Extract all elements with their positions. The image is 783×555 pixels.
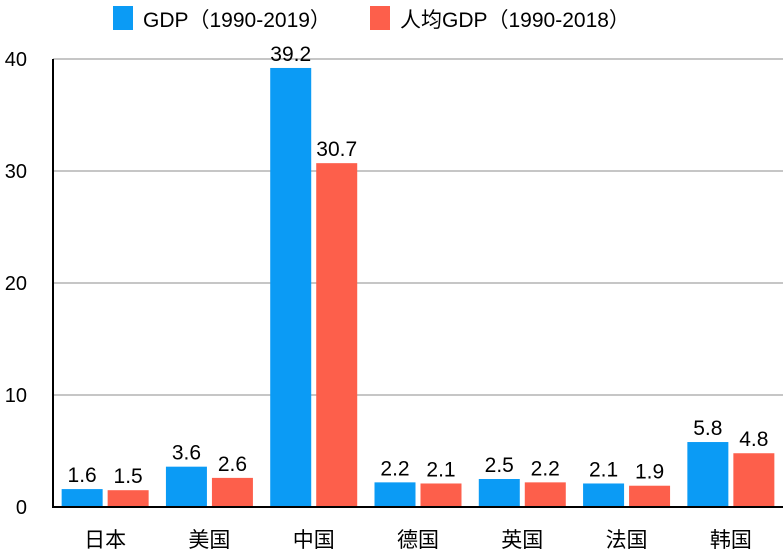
y-axis-ticks: 0 10 20 30 40 — [5, 49, 27, 519]
data-label: 2.2 — [380, 457, 409, 480]
data-label: 1.5 — [114, 465, 143, 488]
bar-gdp-per-capita — [420, 483, 462, 507]
legend-label: GDP（1990-2019） — [143, 9, 331, 32]
y-tick-label: 20 — [5, 273, 27, 295]
bar-gdp — [165, 466, 207, 507]
x-tick-label: 英国 — [501, 529, 543, 552]
x-axis-ticks: 日本 美国 中国 德国 英国 法国 韩国 — [84, 529, 752, 552]
bar-gdp-per-capita — [107, 490, 149, 507]
bar-gdp — [687, 442, 729, 507]
data-label: 3.6 — [172, 442, 201, 465]
bar-gdp-per-capita — [629, 485, 671, 507]
bar-gdp — [374, 482, 416, 507]
y-tick-label: 0 — [16, 497, 27, 519]
data-label: 2.2 — [531, 457, 560, 480]
data-label: 5.8 — [693, 417, 722, 440]
bars — [61, 67, 775, 508]
x-tick-label: 德国 — [397, 529, 439, 552]
legend-swatch — [370, 6, 390, 30]
bar-gdp-per-capita — [524, 482, 566, 507]
bar-gdp-per-capita — [211, 477, 253, 507]
legend-label: 人均GDP（1990-2018） — [400, 9, 630, 32]
bar-gdp — [583, 483, 625, 507]
data-label: 2.5 — [485, 454, 514, 477]
legend: GDP（1990-2019） 人均GDP（1990-2018） — [113, 6, 630, 32]
axes — [52, 59, 783, 508]
legend-swatch — [113, 6, 133, 30]
bar-gdp — [270, 67, 312, 508]
data-label: 4.8 — [739, 428, 768, 451]
data-label: 39.2 — [270, 43, 311, 66]
x-tick-label: 法国 — [606, 529, 648, 552]
bar-gdp — [61, 489, 103, 507]
x-tick-label: 中国 — [293, 529, 335, 552]
data-label: 2.6 — [218, 453, 247, 476]
data-label: 2.1 — [426, 458, 455, 481]
y-tick-label: 30 — [5, 161, 27, 183]
data-label: 2.1 — [589, 458, 618, 481]
x-tick-label: 日本 — [84, 529, 126, 552]
bar-gdp-per-capita — [733, 453, 775, 507]
y-tick-label: 40 — [5, 49, 27, 71]
x-tick-label: 韩国 — [710, 529, 752, 552]
data-label: 30.7 — [316, 138, 357, 161]
data-labels: 1.6 1.5 3.6 2.6 39.2 30.7 2.2 2.1 2.5 2.2 2.1 1.9 5.… — [68, 43, 769, 488]
data-label: 1.9 — [635, 461, 664, 484]
data-label: 1.6 — [68, 464, 97, 487]
gridlines — [53, 58, 783, 396]
y-tick-label: 10 — [5, 385, 27, 407]
bar-gdp-per-capita — [316, 163, 358, 507]
bar-gdp — [478, 479, 520, 507]
x-tick-label: 美国 — [188, 529, 230, 552]
